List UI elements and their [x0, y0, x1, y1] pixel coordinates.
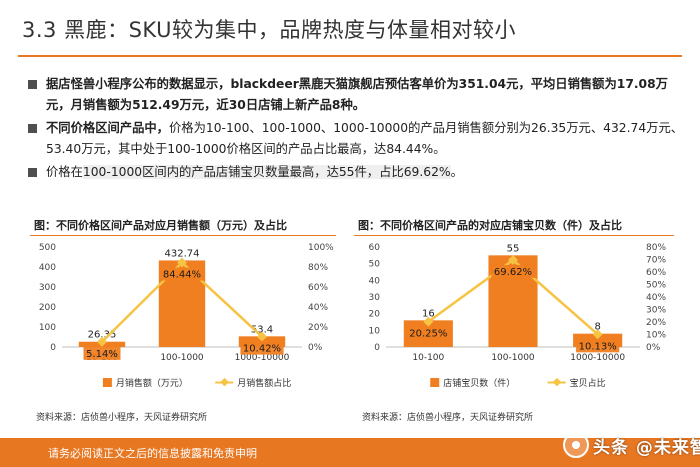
- title-rule: [18, 55, 682, 57]
- x-tick-label: 100-1000: [160, 353, 204, 363]
- line-label-box: [83, 346, 121, 360]
- legend-bar-label: 店铺宝贝数（件）: [443, 377, 515, 389]
- y-left-tick-label: 300: [39, 283, 56, 293]
- y-right-tick-label: 20%: [308, 323, 328, 333]
- line-point: [97, 336, 107, 347]
- legend-bar-swatch: [102, 378, 112, 387]
- line-label-box: [160, 267, 204, 281]
- y-left-tick-label: 100: [39, 323, 56, 333]
- line-label-box: [240, 341, 284, 355]
- bullet-square-icon: [28, 80, 37, 89]
- line-data-label: 69.62%: [494, 267, 532, 278]
- bullet-text-2: 价格为10-100、100-1000、1000-10000的产品月销售额分别为2…: [46, 121, 684, 156]
- title-bar: 3.3 黑鹿：SKU较为集中，品牌热度与体量相对较小: [0, 0, 700, 70]
- y-left-tick-label: 200: [39, 303, 56, 313]
- x-tick-label: 10-100: [412, 353, 444, 363]
- chart-panel-sales: 图：不同价格区间产品对应月销售额（万元）及占比 0 100 200 300 400 500…: [28, 215, 340, 415]
- y-right-tick-label: 100%: [308, 243, 334, 253]
- y-right-tick-label: 30%: [646, 306, 666, 316]
- y-left-tick-label: 0: [50, 343, 56, 353]
- bullet-item-3: 价格在100-1000区间内的产品店铺宝贝数量最高，达55件，占比69.62%。: [28, 162, 688, 183]
- bar-data-label: 8: [594, 322, 600, 333]
- bar-data-label: 432.74: [165, 248, 200, 259]
- bar-data-label: 55: [507, 243, 520, 254]
- y-right-tick-label: 10%: [646, 331, 666, 341]
- chart-title-sales: 图：不同价格区间产品对应月销售额（万元）及占比: [34, 219, 287, 232]
- y-right-tick-label: 0%: [308, 343, 323, 353]
- y-left-tick-label: 40: [369, 276, 381, 286]
- y-left-tick-label: 400: [39, 263, 56, 273]
- line-data-label: 10.42%: [243, 344, 281, 355]
- watermark: 头条 @未来智库: [563, 430, 700, 460]
- bullet-pre-3: 价格在: [46, 165, 83, 179]
- y-right-tick-label: 80%: [308, 263, 328, 273]
- chart-panel-items: 图：不同价格区间产品的对应店铺宝贝数（件）及占比 0 10 20 30 40 50 60 0%…: [352, 215, 678, 415]
- line-data-label: 10.13%: [579, 341, 617, 352]
- chart-items: 0 10 20 30 40 50 60 0% 10% 20% 30% 40% 50% 60% 70% 80% 1…: [369, 243, 667, 389]
- x-tick-label: 100-1000: [491, 353, 535, 363]
- bullet-item-2: 不同价格区间产品中，价格为10-100、100-1000、1000-10000的…: [28, 118, 688, 160]
- legend-line-marker: [552, 377, 562, 387]
- legend-line-marker: [220, 377, 229, 387]
- chart-source-items: 资料来源：店侦兽小程序，天风证券研究所: [362, 413, 534, 423]
- bullet-text-1: 据店怪兽小程序公布的数据显示，blackdeer黑鹿天猫旗舰店预估客单价为351…: [46, 77, 668, 112]
- chart-sales: 0 100 200 300 400 500 0% 20% 40% 60% 80% 100% 26.35 1…: [39, 243, 334, 389]
- y-right-tick-label: 50%: [646, 281, 666, 291]
- y-right-tick-label: 40%: [308, 303, 328, 313]
- line-label-box: [406, 326, 450, 340]
- x-tick-label: 1000-10000: [235, 353, 290, 363]
- bullet-square-icon: [28, 168, 37, 177]
- legend-bar-label: 月销售额（万元）: [116, 377, 188, 389]
- chart-title-items: 图：不同价格区间产品的对应店铺宝贝数（件）及占比: [358, 219, 622, 232]
- bullet-highlight-3: 100-1000区间内的产品店铺宝贝数量最高，达55件，占比69.62%: [82, 165, 451, 179]
- y-right-tick-label: 20%: [646, 318, 666, 328]
- legend-line-label: 月销售额占比: [237, 377, 291, 389]
- bullet-lead-2: 不同价格区间产品中，: [46, 121, 169, 135]
- bullet-square-icon: [28, 124, 37, 133]
- x-tick-label: 1000-10000: [570, 353, 625, 363]
- y-left-tick-label: 500: [39, 243, 56, 253]
- page-title: 3.3 黑鹿：SKU较为集中，品牌热度与体量相对较小: [22, 18, 516, 42]
- y-left-tick-label: 10: [369, 326, 381, 336]
- y-left-tick-label: 0: [374, 343, 380, 353]
- y-right-tick-label: 0%: [646, 343, 661, 353]
- y-left-tick-label: 50: [369, 260, 381, 270]
- y-left-tick-label: 60: [369, 243, 381, 253]
- bullet-post-3: 。: [450, 165, 463, 179]
- bullet-item-1: 据店怪兽小程序公布的数据显示，blackdeer黑鹿天猫旗舰店预估客单价为351…: [28, 74, 688, 116]
- y-right-tick-label: 60%: [308, 283, 328, 293]
- bar-data-label: 53.4: [251, 324, 273, 335]
- y-left-tick-label: 30: [369, 293, 381, 303]
- y-right-tick-label: 60%: [646, 268, 666, 278]
- bullet-list: 据店怪兽小程序公布的数据显示，blackdeer黑鹿天猫旗舰店预估客单价为351…: [28, 74, 688, 183]
- y-left-tick-label: 20: [369, 310, 381, 320]
- watermark-logo-icon: [563, 432, 589, 458]
- y-right-tick-label: 40%: [646, 293, 666, 303]
- y-right-tick-label: 70%: [646, 256, 666, 266]
- y-right-tick-label: 80%: [646, 243, 666, 253]
- chart-source-sales: 资料来源：店侦兽小程序，天风证券研究所: [36, 413, 208, 423]
- line-data-label: 5.14%: [86, 349, 118, 360]
- legend-line-label: 宝贝占比: [570, 377, 606, 389]
- line-data-label: 20.25%: [409, 329, 447, 340]
- chart-divider: [30, 235, 336, 236]
- line-point: [257, 331, 267, 342]
- chart-divider: [354, 235, 674, 236]
- line-label-box: [491, 264, 535, 278]
- watermark-text: 头条 @未来智库: [593, 437, 700, 458]
- bar-data-label: 26.35: [88, 330, 117, 341]
- line-label-box: [576, 339, 620, 353]
- bar-data-label: 16: [422, 308, 435, 319]
- legend-bar-swatch: [430, 378, 440, 387]
- disclaimer-text: 请务必阅读正文之后的信息披露和免责申明: [48, 447, 257, 460]
- line-data-label: 84.44%: [163, 270, 201, 281]
